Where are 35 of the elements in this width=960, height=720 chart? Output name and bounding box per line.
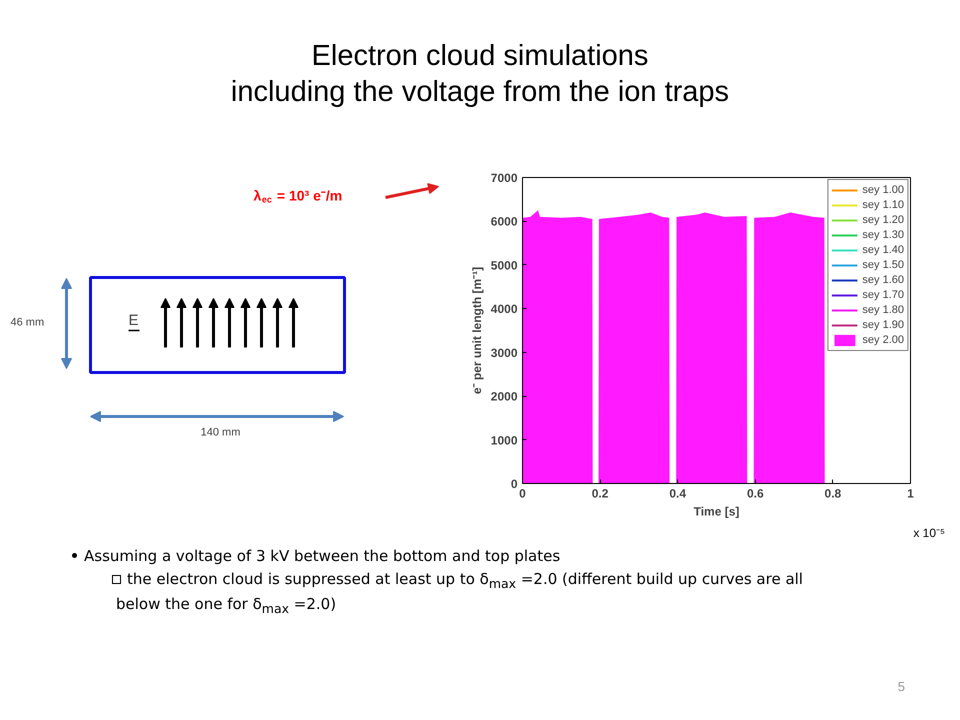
y-tick-label: 0 [510,477,518,491]
text: 46 mm [10,316,44,328]
legend-label: sey 1.30 [862,228,904,242]
legend-label: sey 1.50 [862,258,904,272]
text: x 10⁻⁵ [913,525,945,542]
legend-label: sey 1.70 [862,288,904,302]
legend-label: sey 1.90 [862,318,904,332]
x-tick-label: 0.2 [592,486,609,500]
y-tick-label: 2000 [490,390,518,404]
y-tick-label: 4000 [490,302,518,316]
text: the electron cloud is suppressed at least up to δ$_{max}$ =2.0 (different build up curves are all below the one for δ$_{max}$ =2.0) [116,570,803,616]
x-tick-label: 0.4 [669,486,686,500]
y-tick-label: 3000 [490,346,518,360]
y-tick-label: 6000 [490,214,518,229]
text: 5 [898,678,905,696]
y-axis-title: e⁻ per unit length [m⁻¹] [470,266,484,394]
legend-label: sey 1.10 [862,198,904,212]
x-tick-label: 0 [519,486,526,500]
legend-label: sey 1.60 [862,273,904,287]
x-tick-label: 0.6 [746,486,764,500]
x-tick-label: 0.8 [824,486,842,500]
chart-title: Electron cloud simulations including the voltage from the ion traps [230,39,730,110]
legend-label: sey 1.20 [862,213,904,227]
y-tick-label: 7000 [490,171,518,185]
text: 140 mm [200,426,240,438]
text: E [128,312,139,329]
x-tick-label: 1 [907,486,914,500]
text: Assuming a voltage of 3 kV between the bottom and top plates [83,546,562,567]
legend-label: sey 1.80 [862,303,904,317]
x-axis-title: Time [s] [694,504,740,518]
y-tick-label: 1000 [490,433,518,448]
legend-label: sey 2.00 [862,333,904,347]
y-tick-label: 5000 [490,258,518,272]
legend-label: sey 1.40 [862,243,904,257]
legend-label: sey 1.00 [862,183,904,197]
